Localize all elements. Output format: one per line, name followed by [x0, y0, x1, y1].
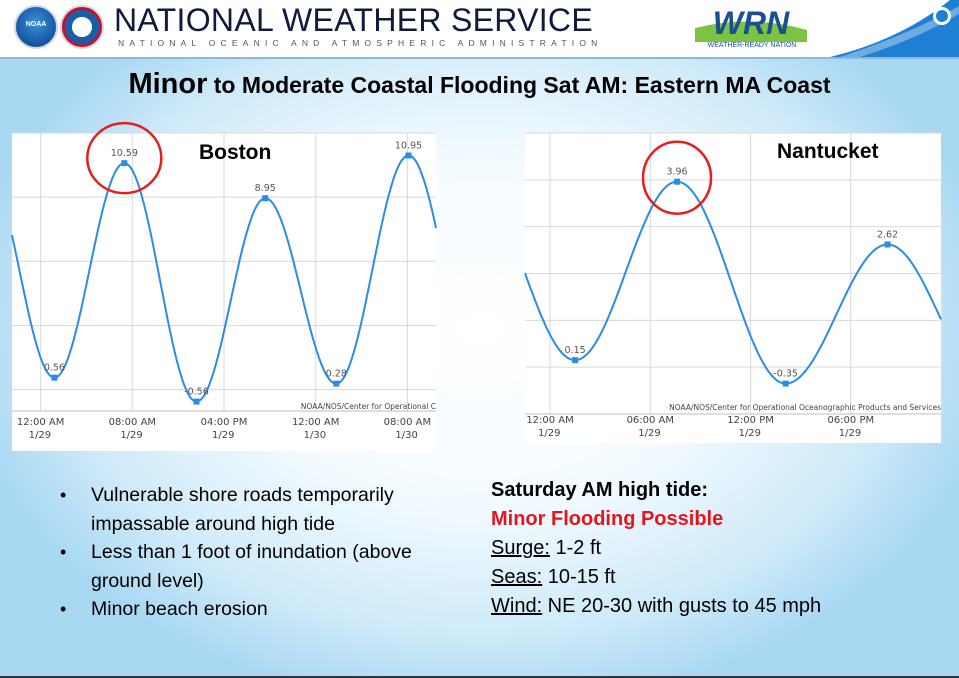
- wrn-logo-swoosh: [695, 21, 807, 42]
- corner-swoosh: [830, 0, 959, 57]
- impact-item: Minor beach erosion: [60, 595, 420, 624]
- tide-extreme-marker: [572, 357, 579, 364]
- highlight-circle: [86, 121, 163, 195]
- x-tick-date-label: 1/29: [839, 428, 861, 439]
- x-tick-date-label: 1/29: [120, 430, 142, 441]
- x-tick-time-label: 06:00 PM: [827, 415, 874, 426]
- noaa-logo: NOAA: [14, 5, 58, 49]
- tide-extreme-marker: [782, 380, 789, 387]
- x-tick-time-label: 12:00 AM: [292, 417, 339, 428]
- impacts-list: Vulnerable shore roads temporarily impas…: [60, 481, 420, 624]
- nantucket-tide-chart: 0.15 3.96 -0.35 2.62 12:00 AM 1/29 06:00 AM 1/2…: [524, 132, 942, 443]
- tide-series-line: [11, 154, 437, 403]
- wrn-tagline: WEATHER-READY NATION: [707, 42, 797, 49]
- tide-value-label: 8.95: [255, 183, 276, 194]
- nws-logo: [60, 5, 104, 49]
- x-tick-time-label: 08:00 AM: [109, 417, 156, 428]
- nws-header: NOAA NATIONAL WEATHER SERVICE NATIONAL O…: [0, 0, 959, 57]
- nantucket-chart-title: Nantucket: [777, 140, 879, 163]
- tide-value-label: 10.59: [111, 148, 138, 159]
- title-rest: to Moderate Coastal Flooding Sat AM: Eas…: [207, 72, 831, 98]
- x-tick-date-label: 1/29: [29, 430, 51, 441]
- x-tick-date-label: 1/29: [739, 428, 761, 439]
- conditions-heading: Saturday AM high tide:: [491, 479, 709, 501]
- surge-label: Surge:: [491, 537, 550, 559]
- wrn-logo-text: WRN: [713, 5, 790, 41]
- tide-extreme-marker: [262, 195, 269, 202]
- tide-conditions: Saturday AM high tide: Minor Flooding Po…: [491, 476, 951, 621]
- tide-extreme-marker: [333, 380, 340, 387]
- tide-extreme-marker: [51, 374, 58, 381]
- tide-extreme-marker: [884, 241, 891, 248]
- x-tick-time-label: 12:00 PM: [727, 415, 774, 426]
- boston-chart-svg: 0.56 10.59 -0.56 8.95 0.28 10.95 12:00 AM 1/29 0…: [11, 121, 437, 441]
- x-tick-date-label: 1/30: [304, 430, 326, 441]
- tide-extreme-marker: [193, 398, 200, 405]
- x-tick-date-label: 1/30: [395, 430, 417, 441]
- tide-value-label: 0.28: [326, 369, 347, 380]
- tide-value-label: 0.15: [565, 345, 586, 356]
- data-credit: NOAA/NOS/Center for Operational C: [301, 402, 436, 411]
- tide-value-label: 2.62: [877, 229, 898, 240]
- nantucket-chart-svg: 0.15 3.96 -0.35 2.62 12:00 AM 1/29 06:00 AM 1/2…: [524, 132, 942, 439]
- wind-value: NE 20-30 with gusts to 45 mph: [542, 595, 822, 617]
- surge-line: Surge: 1-2 ft: [491, 534, 951, 563]
- tide-value-label: 3.96: [666, 167, 687, 178]
- title-emphasis: Minor: [128, 68, 208, 100]
- tide-value-label: -0.35: [773, 369, 798, 380]
- x-tick-date-label: 1/29: [638, 428, 660, 439]
- impact-item: Vulnerable shore roads temporarily impas…: [60, 481, 420, 538]
- surge-value: 1-2 ft: [549, 537, 602, 559]
- x-tick-time-label: 08:00 AM: [384, 417, 431, 428]
- boston-tide-chart: 0.56 10.59 -0.56 8.95 0.28 10.95 12:00 AM 1/29 0…: [11, 121, 437, 451]
- tide-extreme-marker: [405, 152, 412, 159]
- wrn-logo: WRN: [695, 5, 807, 42]
- impact-item: Less than 1 foot of inundation (above gr…: [60, 538, 420, 595]
- tide-series-line: [524, 180, 942, 385]
- wind-line: Wind: NE 20-30 with gusts to 45 mph: [491, 592, 951, 621]
- slide-title: Minor to Moderate Coastal Flooding Sat A…: [0, 68, 959, 101]
- highlight-circle: [641, 140, 713, 215]
- header-divider: [0, 57, 959, 59]
- tide-value-label: 0.56: [44, 363, 65, 374]
- tide-value-label: -0.56: [184, 387, 209, 398]
- data-credit: NOAA/NOS/Center for Operational Oceanogr…: [669, 403, 941, 412]
- x-tick-time-label: 04:00 PM: [201, 417, 248, 428]
- x-tick-date-label: 1/29: [212, 430, 234, 441]
- footer-divider: [0, 676, 959, 678]
- seas-value: 10-15 ft: [542, 566, 616, 588]
- tide-value-label: 10.95: [395, 140, 422, 151]
- org-subtitle: NATIONAL OCEANIC AND ATMOSPHERIC ADMINIS…: [118, 38, 603, 48]
- x-tick-time-label: 12:00 AM: [17, 417, 64, 428]
- boston-chart-title: Boston: [199, 141, 272, 164]
- tide-extreme-marker: [674, 178, 681, 185]
- seas-line: Seas: 10-15 ft: [491, 563, 951, 592]
- org-name: NATIONAL WEATHER SERVICE: [114, 2, 593, 38]
- wind-label: Wind:: [491, 595, 543, 617]
- x-tick-date-label: 1/29: [538, 428, 560, 439]
- x-tick-time-label: 12:00 AM: [526, 415, 573, 426]
- seas-label: Seas:: [491, 566, 543, 588]
- flood-alert: Minor Flooding Possible: [491, 508, 724, 530]
- tide-extreme-marker: [121, 160, 128, 167]
- x-tick-time-label: 06:00 AM: [627, 415, 674, 426]
